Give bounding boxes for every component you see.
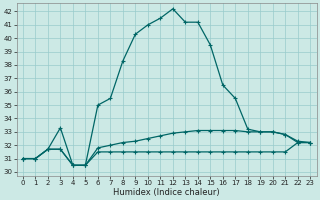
- X-axis label: Humidex (Indice chaleur): Humidex (Indice chaleur): [113, 188, 220, 197]
